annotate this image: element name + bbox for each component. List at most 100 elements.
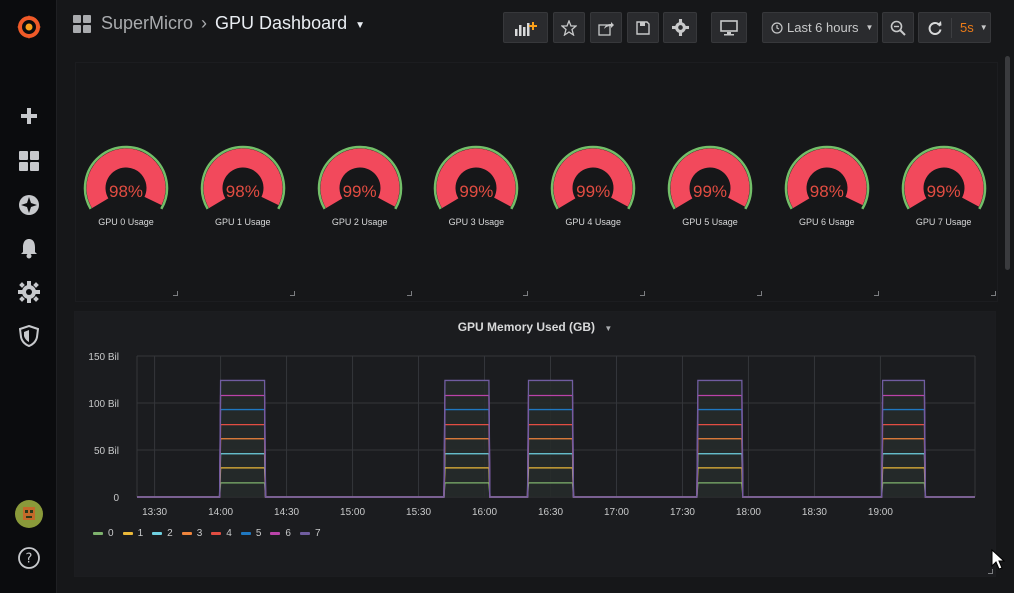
dashboards-icon[interactable] [14,146,44,176]
star-button[interactable] [553,12,585,43]
zoom-out-button[interactable] [882,12,914,43]
gauge-gpu-6[interactable]: 98% GPU 6 Usage [777,143,877,235]
gauge-dial [200,145,286,210]
time-range-label: Last 6 hours [787,20,859,35]
chart-legend: 0 1 2 3 4 5 6 7 [93,528,330,539]
y-tick-label: 50 Bil [94,446,119,457]
legend-swatch [270,532,281,535]
avatar[interactable] [14,499,44,529]
gauge-value: 99% [926,182,961,201]
gauge-gpu-5[interactable]: 99% GPU 5 Usage [660,143,760,235]
save-button[interactable] [627,12,659,43]
y-tick-label: 0 [113,493,119,504]
gauge-gpu-4[interactable]: 99% GPU 4 Usage [543,143,643,235]
shield-icon[interactable] [14,321,44,351]
share-button[interactable] [590,12,622,43]
gauge-dial [83,145,169,210]
gauge-gpu-2[interactable]: 99% GPU 2 Usage [310,143,410,235]
legend-label: 2 [167,528,173,539]
legend-label: 0 [108,528,114,539]
refresh-interval-label[interactable]: 5s [960,20,974,35]
legend-item-6[interactable]: 6 [270,528,291,539]
caret-down-icon: ▼ [604,324,613,333]
resize-handle[interactable] [406,291,412,296]
refresh-icon[interactable] [927,20,943,36]
add-panel-button[interactable] [503,12,548,43]
gauge-value: 98% [225,182,260,201]
x-tick-label: 14:00 [208,507,233,518]
legend-swatch [122,532,133,535]
y-tick-label: 150 Bil [88,352,119,363]
legend-item-3[interactable]: 3 [181,528,202,539]
dashboard-title[interactable]: GPU Dashboard [215,13,348,33]
legend-item-4[interactable]: 4 [211,528,232,539]
legend-label: 1 [137,528,144,539]
caret-down-icon[interactable]: ▼ [355,20,366,31]
resize-handle[interactable] [873,291,879,296]
x-tick-label: 14:30 [274,507,299,518]
monitor-icon [720,19,738,35]
gauge-label: GPU 6 Usage [799,217,855,227]
gauge-label: GPU 3 Usage [448,217,505,227]
bell-icon[interactable] [14,233,44,263]
legend-swatch [181,532,192,535]
resize-handle[interactable] [990,291,996,296]
refresh-picker[interactable]: 5s ▼ [918,12,991,43]
time-picker-button[interactable]: Last 6 hours ▼ [762,12,878,43]
gear-icon [671,19,689,36]
resize-handle[interactable] [757,291,762,296]
x-tick-label: 18:00 [736,507,761,518]
gauge-dial [317,145,402,210]
mouse-cursor-icon [991,549,1005,570]
add-panel-icon [514,21,537,36]
gauge-value: 98% [108,182,144,201]
resize-handle[interactable] [173,291,178,296]
gauge-dial [901,145,986,210]
gauge-dial [434,145,519,210]
gauge-dial [667,145,753,210]
panel-title-text: GPU Memory Used (GB) [457,320,596,334]
legend-item-1[interactable]: 1 [122,528,144,539]
save-icon [636,20,650,35]
gauge-gpu-1[interactable]: 98% GPU 1 Usage [193,143,293,235]
x-tick-label: 19:00 [868,507,893,518]
plus-icon[interactable] [14,101,44,131]
page-scrollbar[interactable] [1005,56,1010,270]
breadcrumb[interactable]: SuperMicro › GPU Dashboard ▼ [73,13,365,34]
gauge-value: 99% [459,182,494,201]
series-line-7 [137,379,975,498]
cycle-view-mode-button[interactable] [711,12,747,43]
gauge-gpu-7[interactable]: 99% GPU 7 Usage [894,143,994,235]
legend-item-0[interactable]: 0 [93,528,114,539]
x-tick-label: 17:30 [670,507,695,518]
panel-title[interactable]: GPU Memory Used (GB) ▼ [75,320,995,334]
legend-item-2[interactable]: 2 [152,528,173,539]
grafana-logo-icon[interactable] [14,12,44,42]
x-tick-label: 15:00 [340,507,365,518]
divider [951,17,952,38]
resize-handle[interactable] [523,291,529,296]
memory-chart[interactable]: 0 50 Bil 100 Bil 150 Bil 13:30 14:00 14:30 15:0… [75,342,997,552]
settings-button[interactable] [663,12,697,43]
gauge-value: 98% [809,182,844,201]
legend-swatch [299,532,310,535]
resize-handle[interactable] [289,291,295,296]
y-tick-label: 100 Bil [88,399,119,410]
compass-icon[interactable] [14,190,44,220]
caret-down-icon: ▼ [979,23,988,32]
gauge-gpu-0[interactable]: 98% GPU 0 Usage [76,143,176,235]
legend-swatch [240,532,251,535]
gear-icon[interactable] [14,277,44,307]
x-tick-label: 16:00 [472,507,497,518]
legend-item-5[interactable]: 5 [240,528,261,539]
gauge-label: GPU 7 Usage [915,217,972,227]
resize-handle[interactable] [640,291,646,296]
gauge-value: 99% [342,182,377,201]
folder-link[interactable]: SuperMicro [101,13,194,33]
side-menu: ? [0,0,57,593]
gauge-gpu-3[interactable]: 99% GPU 3 Usage [426,143,526,235]
resize-handle[interactable] [988,569,993,574]
legend-item-7[interactable]: 7 [299,528,321,539]
help-icon[interactable]: ? [14,543,44,573]
search-minus-icon [890,20,906,36]
